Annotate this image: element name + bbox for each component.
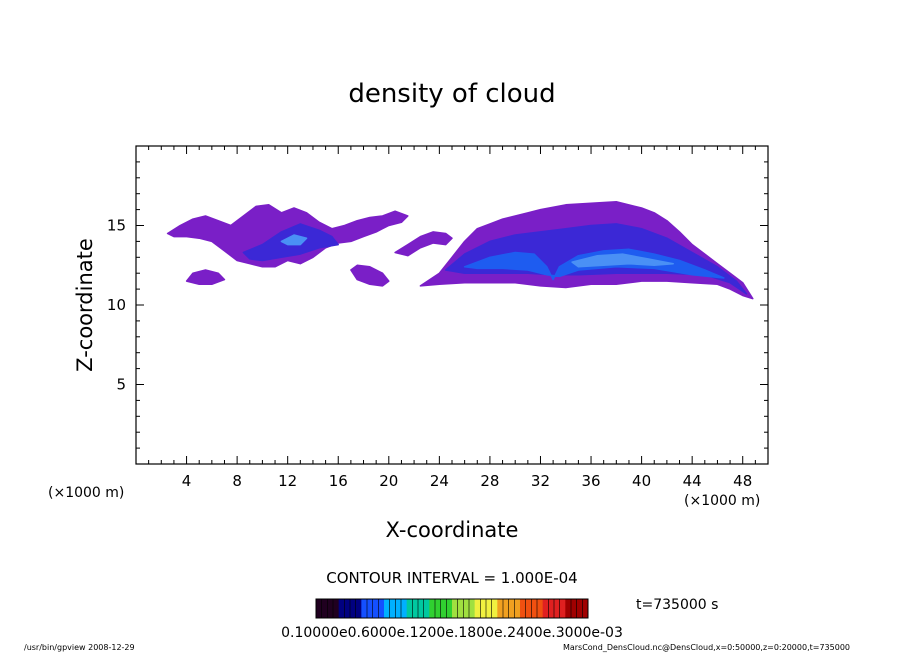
- colorbar: [316, 599, 589, 618]
- x-tick-label: 4: [182, 472, 192, 490]
- density-region-low: [394, 231, 453, 257]
- cloud-density-fill: [166, 200, 754, 300]
- x-tick-label: 48: [733, 472, 752, 490]
- x-tick-label: 28: [480, 472, 499, 490]
- x-tick-label: 24: [430, 472, 449, 490]
- density-region-peak: [571, 253, 674, 268]
- x-tick-label: 36: [581, 472, 600, 490]
- contour-interval-label: CONTOUR INTERVAL = 1.000E-04: [326, 569, 577, 587]
- time-label: t=735000 s: [636, 597, 718, 613]
- y-tick-label: 10: [107, 296, 126, 314]
- x-tick-label: 16: [329, 472, 348, 490]
- y-axis-ticks: 5 10 15: [107, 161, 768, 449]
- x-tick-label: 8: [232, 472, 242, 490]
- x-tick-label: 32: [531, 472, 550, 490]
- x-tick-label: 44: [683, 472, 702, 490]
- x-unit-right: (×1000 m): [684, 493, 760, 509]
- colorbar-tick-labels: 0.10000e0.6000e.1200e.1800e.2400e.3000e-…: [281, 625, 623, 641]
- chart-title: density of cloud: [348, 79, 555, 109]
- x-tick-label: 40: [632, 472, 651, 490]
- x-tick-label: 12: [278, 472, 297, 490]
- plot-frame: [135, 145, 769, 465]
- x-tick-label: 20: [379, 472, 398, 490]
- footer-program: /usr/bin/gpview 2008-12-29: [24, 643, 135, 652]
- y-axis-label: Z-coordinate: [73, 238, 97, 372]
- x-axis-label: X-coordinate: [386, 518, 519, 542]
- y-tick-label: 5: [116, 376, 126, 394]
- footer-source: MarsCond_DensCloud.nc@DensCloud,x=0:5000…: [563, 643, 850, 652]
- x-axis-ticks: 4 8 12 16 20 24 28 32 36 40 44 48: [148, 146, 756, 490]
- density-region-low: [185, 269, 226, 286]
- y-tick-label: 15: [107, 217, 126, 235]
- density-region-low: [350, 264, 390, 287]
- density-region-peak: [280, 234, 308, 246]
- x-unit-left: (×1000 m): [48, 485, 124, 501]
- colorbar-frame: [315, 598, 589, 619]
